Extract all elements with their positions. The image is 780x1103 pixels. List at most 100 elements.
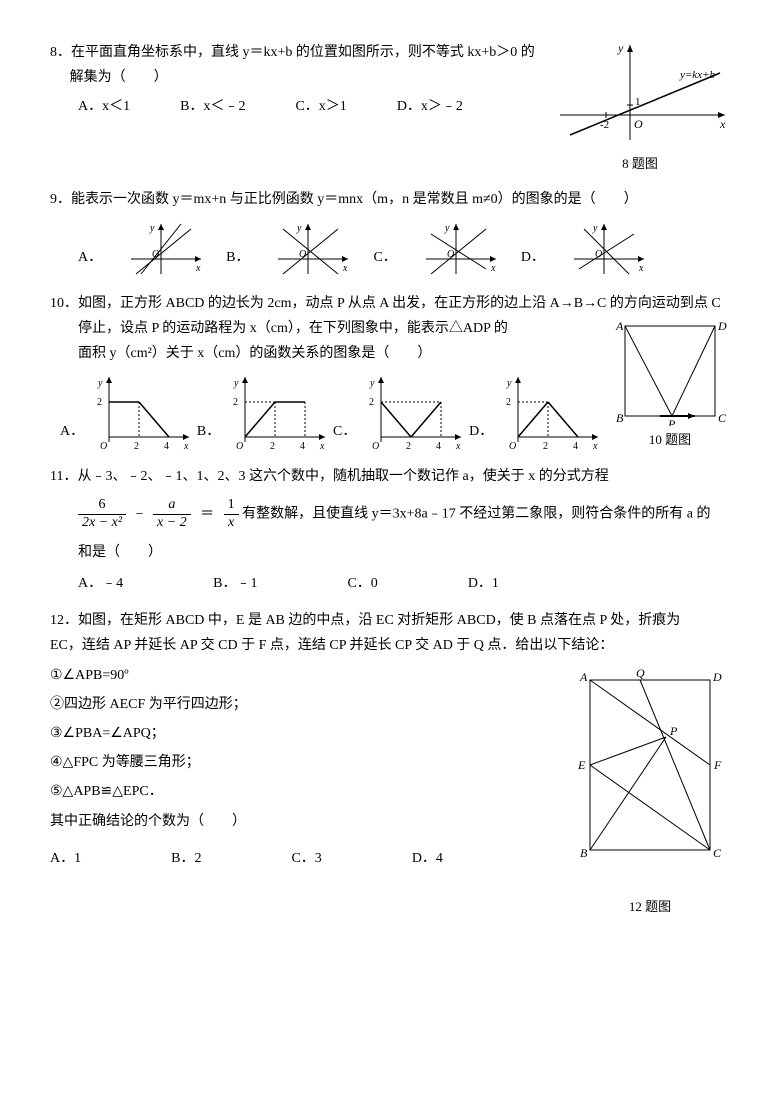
- svg-text:x: x: [490, 263, 496, 274]
- svg-text:E: E: [577, 758, 586, 772]
- svg-text:D: D: [712, 670, 722, 684]
- q10-figure: A D B C P 10 题图: [610, 316, 730, 451]
- q10-num: 10．: [50, 296, 78, 311]
- svg-text:O: O: [634, 117, 643, 131]
- svg-text:y: y: [617, 41, 624, 55]
- q11-equation-line: 6 2x − x² − a x − 2 ＝ 1 x 有整数解，且使直线 y＝3x…: [78, 497, 730, 532]
- svg-text:2: 2: [134, 441, 139, 452]
- q10-graph-a: O x y 2 2 4: [94, 372, 191, 452]
- q12-options: A．1 B．2 C．3 D．4: [50, 846, 560, 871]
- q9-stem: 9．能表示一次函数 y＝mx+n 与正比例函数 y＝mnx（m，n 是常数且 m…: [70, 187, 730, 212]
- q12-opt-b[interactable]: B．2: [171, 846, 201, 871]
- q9-label-a: A．: [78, 245, 102, 278]
- q8-figure: x y O y=kx+b -2 1 8 题图: [550, 40, 730, 175]
- q10-graph-c: O x y 2 2 4: [366, 372, 463, 452]
- q11-frac2: a x − 2: [153, 497, 191, 532]
- q8-graph: x y O y=kx+b -2 1: [550, 40, 730, 150]
- svg-text:O: O: [236, 441, 243, 452]
- svg-text:-2: -2: [600, 119, 609, 131]
- q11-opt-d[interactable]: D．1: [468, 571, 499, 596]
- svg-text:x: x: [592, 441, 598, 452]
- svg-text:y: y: [444, 223, 450, 234]
- q9-graph-b: O x y: [273, 219, 353, 279]
- q12-figure: A D B C E F Q P 12 题图: [570, 665, 730, 918]
- svg-text:2: 2: [270, 441, 275, 452]
- svg-text:1: 1: [635, 96, 641, 108]
- svg-text:B: B: [580, 846, 588, 860]
- q11-opt-a[interactable]: A．﹣4: [78, 571, 123, 596]
- q11-frac1: 6 2x − x²: [78, 497, 126, 532]
- q8-opt-b[interactable]: B．x＜﹣2: [180, 94, 245, 119]
- svg-text:y: y: [149, 223, 155, 234]
- svg-text:x: x: [719, 117, 726, 131]
- q12-opt-c[interactable]: C．3: [291, 846, 321, 871]
- q10-caption: 10 题图: [610, 428, 730, 451]
- q10-label-b: B．: [197, 419, 220, 452]
- svg-text:y: y: [233, 378, 239, 389]
- q8-opt-a[interactable]: A．x＜1: [78, 94, 130, 119]
- svg-text:D: D: [717, 319, 727, 333]
- svg-text:y: y: [506, 378, 512, 389]
- question-8: x y O y=kx+b -2 1 8 题图 8．在平面直角坐标系中，直线 y＝…: [50, 40, 730, 175]
- svg-text:y: y: [296, 223, 302, 234]
- q9-graph-a: O x y: [126, 219, 206, 279]
- svg-text:A: A: [615, 319, 624, 333]
- svg-text:x: x: [455, 441, 461, 452]
- svg-text:O: O: [100, 441, 107, 452]
- svg-text:P: P: [667, 417, 676, 426]
- svg-text:4: 4: [164, 441, 169, 452]
- q10-label-c: C．: [333, 419, 356, 452]
- q11-frac3: 1 x: [224, 497, 239, 532]
- q10-label-d: D．: [469, 419, 493, 452]
- q8-num: 8．: [50, 45, 71, 60]
- q8-opt-d[interactable]: D．x＞﹣2: [397, 94, 463, 119]
- q11-opt-b[interactable]: B．﹣1: [213, 571, 257, 596]
- svg-text:2: 2: [233, 397, 238, 408]
- svg-text:4: 4: [436, 441, 441, 452]
- question-12: 12．如图，在矩形 ABCD 中，E 是 AB 边的中点，沿 EC 对折矩形 A…: [50, 608, 730, 918]
- q10-graph-d: O x y 2 2 4: [503, 372, 600, 452]
- q9-label-c: C．: [373, 245, 396, 278]
- svg-text:A: A: [579, 670, 588, 684]
- q11-stem3: 和是（ ）: [78, 540, 730, 565]
- q10-graphs: A． O x y 2 2 4 B． O x y 2 2 4: [60, 372, 600, 452]
- svg-text:x: x: [319, 441, 325, 452]
- q8-caption: 8 题图: [550, 152, 730, 175]
- q8-opt-c[interactable]: C．x＞1: [295, 94, 346, 119]
- svg-text:x: x: [195, 263, 201, 274]
- q10-stem1: 10．如图，正方形 ABCD 的边长为 2cm，动点 P 从点 A 出发，在正方…: [70, 291, 730, 316]
- svg-text:2: 2: [406, 441, 411, 452]
- q11-stem1: 11．从﹣3、﹣2、﹣1、1、2、3 这六个数中，随机抽取一个数记作 a，使关于…: [70, 464, 730, 489]
- svg-text:y: y: [369, 378, 375, 389]
- svg-text:O: O: [372, 441, 379, 452]
- svg-text:2: 2: [369, 397, 374, 408]
- q12-num: 12．: [50, 613, 78, 628]
- svg-text:4: 4: [300, 441, 305, 452]
- svg-text:2: 2: [543, 441, 548, 452]
- q9-graph-d: O x y: [569, 219, 649, 279]
- q9-num: 9．: [50, 192, 71, 207]
- question-11: 11．从﹣3、﹣2、﹣1、1、2、3 这六个数中，随机抽取一个数记作 a，使关于…: [50, 464, 730, 596]
- svg-text:B: B: [616, 411, 624, 425]
- q12-opt-a[interactable]: A．1: [50, 846, 81, 871]
- q12-opt-d[interactable]: D．4: [412, 846, 443, 871]
- q9-label-b: B．: [226, 245, 249, 278]
- svg-text:2: 2: [506, 397, 511, 408]
- svg-text:C: C: [718, 411, 727, 425]
- q8-options: A．x＜1 B．x＜﹣2 C．x＞1 D．x＞﹣2: [78, 94, 540, 119]
- q10-square: A D B C P: [610, 316, 730, 426]
- question-9: 9．能表示一次函数 y＝mx+n 与正比例函数 y＝mnx（m，n 是常数且 m…: [50, 187, 730, 278]
- q9-graphs: A． O x y B． O x y C． O x y: [78, 219, 730, 279]
- q9-label-d: D．: [521, 245, 545, 278]
- svg-text:x: x: [183, 441, 189, 452]
- svg-text:Q: Q: [636, 666, 645, 680]
- svg-text:y: y: [592, 223, 598, 234]
- svg-text:y: y: [97, 378, 103, 389]
- question-10: 10．如图，正方形 ABCD 的边长为 2cm，动点 P 从点 A 出发，在正方…: [50, 291, 730, 453]
- svg-text:F: F: [713, 758, 722, 772]
- q12-rect: A D B C E F Q P: [570, 665, 730, 865]
- q11-opt-c[interactable]: C．0: [347, 571, 377, 596]
- q12-stem2: EC，连结 AP 并延长 AP 交 CD 于 F 点，连结 CP 并延长 CP …: [50, 633, 730, 658]
- q11-options: A．﹣4 B．﹣1 C．0 D．1: [78, 571, 730, 596]
- svg-text:O: O: [509, 441, 516, 452]
